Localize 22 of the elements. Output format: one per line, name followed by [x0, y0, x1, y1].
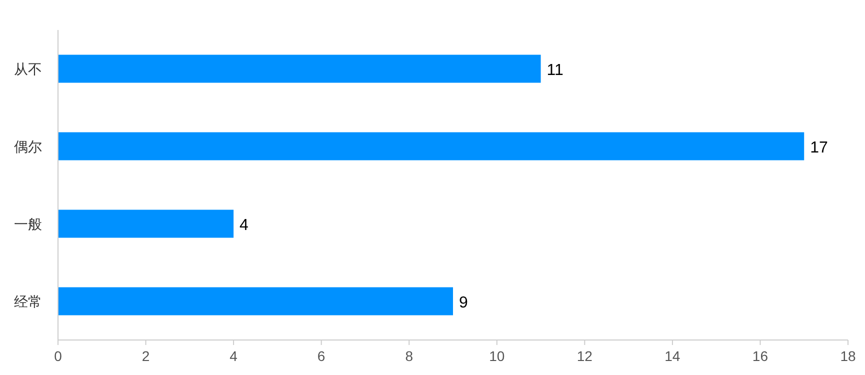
data-label: 17 [810, 139, 828, 156]
x-tick-label: 12 [576, 348, 593, 364]
y-tick-label: 偶尔 [14, 138, 42, 154]
x-tick-label: 6 [317, 348, 326, 364]
x-tick-label: 0 [54, 348, 62, 364]
bar [58, 210, 234, 238]
x-tick-label: 8 [405, 348, 414, 364]
bar [58, 132, 804, 160]
x-tick-label: 16 [752, 348, 768, 364]
x-tick-label: 18 [840, 348, 856, 364]
x-tick-label: 14 [664, 348, 680, 364]
x-tick-label: 4 [230, 348, 238, 364]
y-tick-label: 一般 [14, 216, 42, 232]
bar [58, 287, 453, 316]
data-label: 4 [240, 216, 249, 234]
y-tick-label: 从不 [14, 60, 42, 77]
x-tick-label: 2 [142, 348, 150, 364]
x-tick-label: 10 [489, 348, 505, 364]
y-tick-label: 经常 [14, 293, 42, 310]
data-label: 9 [459, 294, 468, 312]
data-label: 11 [546, 62, 564, 79]
bar [58, 54, 541, 83]
